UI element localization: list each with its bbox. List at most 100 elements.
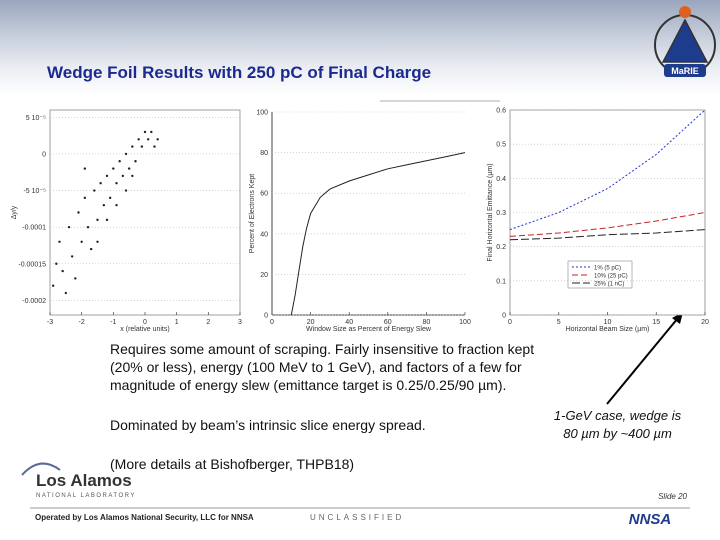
y-tick-label: 20 [260, 272, 268, 279]
slide-title: Wedge Foil Results with 250 pC of Final … [47, 63, 432, 82]
paragraph: Dominated by beam’s intrinsic slice ener… [110, 417, 426, 433]
y-tick-label: -5 10⁻⁵ [23, 188, 46, 195]
scatter-point [118, 160, 121, 163]
scatter-point [80, 240, 83, 243]
y-tick-label: 0.3 [496, 210, 506, 217]
scatter-point [127, 167, 131, 170]
scatter-point [131, 145, 134, 148]
scatter-point [83, 167, 87, 170]
legend-box [567, 260, 633, 289]
note-line: 1-GeV case, wedge is [553, 408, 682, 423]
scatter-point [99, 182, 102, 185]
scatter-point [102, 203, 106, 207]
scatter-point [64, 291, 68, 295]
scatter-point [55, 262, 58, 265]
marie-logo: MaRIE [654, 6, 716, 77]
x-tick-label: -2 [79, 319, 85, 326]
x-tick-label: 3 [238, 319, 242, 326]
x-tick-label: 2 [206, 319, 210, 326]
y-tick-label: 100 [256, 110, 268, 117]
scatter-point [58, 240, 61, 243]
slide-number: Slide 20 [658, 492, 687, 501]
scatter-point [150, 130, 153, 134]
plot-frame [272, 112, 465, 315]
nnsa-logo: NNSA [629, 511, 672, 528]
lanl-logo: Los Alamos NATIONAL LABORATORY [21, 462, 136, 499]
scatter-point [96, 240, 99, 243]
x-axis-label: Horizontal Beam Size (µm) [566, 326, 650, 333]
x-tick-label: -3 [47, 319, 53, 326]
arrow [606, 317, 679, 405]
classification: UNCLASSIFIED [310, 513, 405, 522]
x-tick-label: 20 [307, 319, 315, 326]
x-tick-label: 80 [423, 319, 431, 326]
scatter-point [67, 225, 71, 229]
scatter-point [112, 167, 115, 170]
x-tick-label: 0 [270, 319, 274, 326]
y-tick-label: 0.5 [496, 142, 506, 149]
y-tick-label: -0.0002 [22, 298, 46, 305]
x-tick-label: 10 [604, 319, 612, 326]
plot-panel: 0 20 40 60 80 100 0 20 40 60 80 100 Window Size as P… [249, 110, 471, 334]
y-tick-label: 0 [502, 313, 506, 320]
scatter-point [115, 182, 118, 185]
x-tick-label: 0 [508, 319, 512, 326]
scatter-point [74, 277, 77, 280]
scatter-point [156, 138, 159, 141]
y-axis-label: Δy/y [11, 205, 18, 219]
scatter-point [134, 160, 137, 163]
y-axis-label: Percent of Electrons Kept [249, 174, 256, 253]
legend-label: 25% (1 nC) [594, 282, 624, 288]
scatter-point [140, 145, 144, 148]
y-tick-label: 0 [42, 151, 46, 158]
scatter-point [70, 255, 74, 258]
y-tick-label: 5 10⁻⁵ [26, 115, 46, 122]
x-tick-label: 0 [143, 319, 147, 326]
scatter-point [124, 189, 128, 192]
paragraph: Requires some amount of scraping. Fairly… [110, 340, 534, 394]
marie-text: MaRIE [671, 66, 699, 76]
paragraph-line: magnitude of energy slew (emittance targ… [110, 377, 507, 393]
paragraph: (More details at Bishofberger, THPB18) [110, 456, 355, 472]
scatter-point [143, 130, 147, 134]
plot-panel: 0 0.1 0.2 0.3 0.4 0.5 0.6 0 5 10 15 20 Horizontal Be… [487, 108, 709, 334]
scatter-point [108, 196, 112, 200]
x-tick-label: 1 [175, 319, 179, 326]
y-tick-label: 0.6 [496, 108, 506, 115]
scatter-point [137, 138, 140, 141]
series-line [290, 152, 466, 316]
y-tick-label: -0.00015 [18, 261, 46, 268]
x-tick-label: 5 [557, 319, 561, 326]
scatter-point [77, 211, 80, 214]
scatter-point [105, 174, 109, 178]
note-line: 80 µm by ~400 µm [563, 426, 672, 441]
scatter-point [89, 247, 93, 251]
scatter-point [105, 218, 109, 222]
scatter-point [121, 174, 125, 178]
y-tick-label: 80 [260, 150, 268, 157]
x-tick-label: 60 [384, 319, 392, 326]
x-tick-label: 40 [345, 319, 353, 326]
y-axis-label: Final Horizontal Emittance (µm) [487, 163, 494, 261]
note: 1-GeV case, wedge is 80 µm by ~400 µm [525, 407, 710, 443]
y-tick-label: 0 [264, 313, 268, 320]
legend-label: 1% (5 pC) [594, 266, 621, 272]
legend-label: 10% (25 pC) [594, 274, 628, 280]
x-tick-label: 20 [701, 319, 709, 326]
lanl-name: Los Alamos [36, 471, 132, 490]
scatter-point [93, 189, 96, 192]
y-tick-label: 60 [260, 191, 268, 198]
scatter-point [51, 284, 55, 287]
paragraph-line: (20% or less), energy (100 MeV to 1 GeV)… [110, 359, 522, 375]
lanl-sub: NATIONAL LABORATORY [36, 493, 136, 499]
x-tick-label: -1 [110, 319, 116, 326]
y-tick-label: 0.1 [496, 278, 506, 285]
operated-by: Operated by Los Alamos National Security… [35, 513, 254, 522]
x-axis-label: x (relative units) [120, 326, 169, 333]
header-band [0, 0, 720, 95]
plot-frame [49, 109, 241, 316]
y-tick-label: 40 [260, 231, 268, 238]
scatter-point [83, 196, 87, 200]
